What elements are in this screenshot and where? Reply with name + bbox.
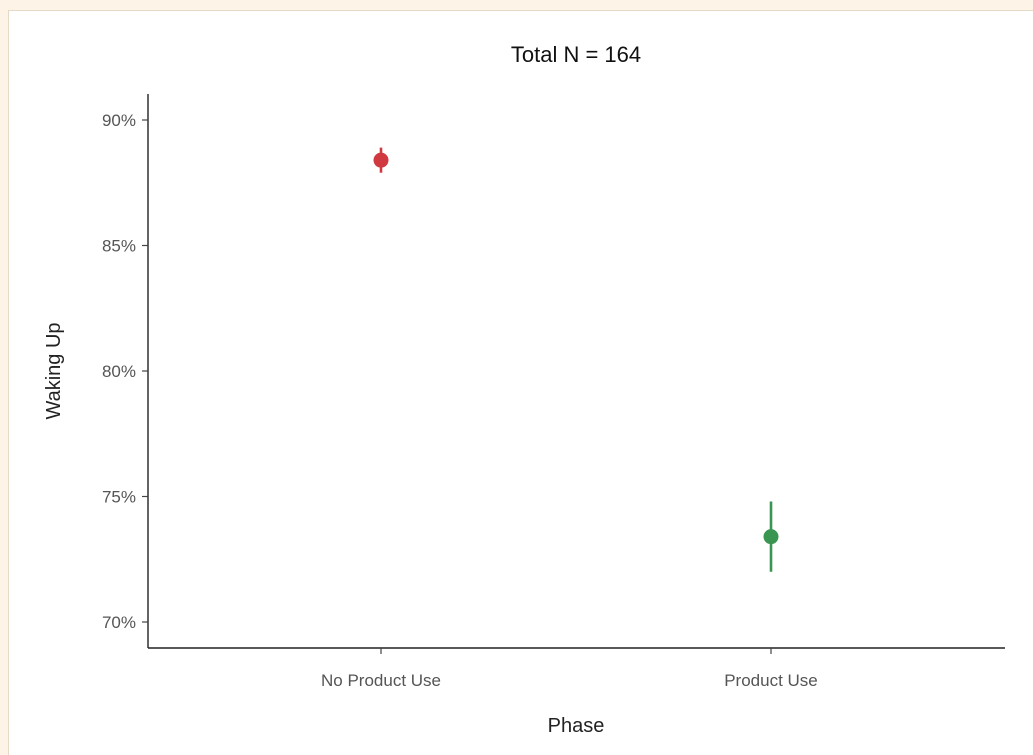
data-point xyxy=(373,152,389,168)
x-tick-label: No Product Use xyxy=(321,671,441,690)
chart-title: Total N = 164 xyxy=(511,42,641,67)
y-tick-label: 90% xyxy=(102,111,136,130)
x-tick-label: Product Use xyxy=(724,671,818,690)
x-axis-title: Phase xyxy=(548,715,605,737)
y-axis-title: Waking Up xyxy=(43,322,65,419)
y-tick-label: 70% xyxy=(102,613,136,632)
y-tick-label: 85% xyxy=(102,237,136,256)
data-points xyxy=(373,147,779,572)
y-tick-label: 80% xyxy=(102,362,136,381)
y-tick-label: 75% xyxy=(102,488,136,507)
chart: Total N = 164 70% 75% 80% 85% 90% No Product… xyxy=(43,42,1005,737)
y-axis-ticks: 70% 75% 80% 85% 90% xyxy=(102,111,148,632)
x-axis-ticks: No Product Use Product Use xyxy=(321,648,818,690)
chart-panel: Total N = 164 70% 75% 80% 85% 90% No Product… xyxy=(8,10,1033,755)
data-point xyxy=(763,529,779,545)
